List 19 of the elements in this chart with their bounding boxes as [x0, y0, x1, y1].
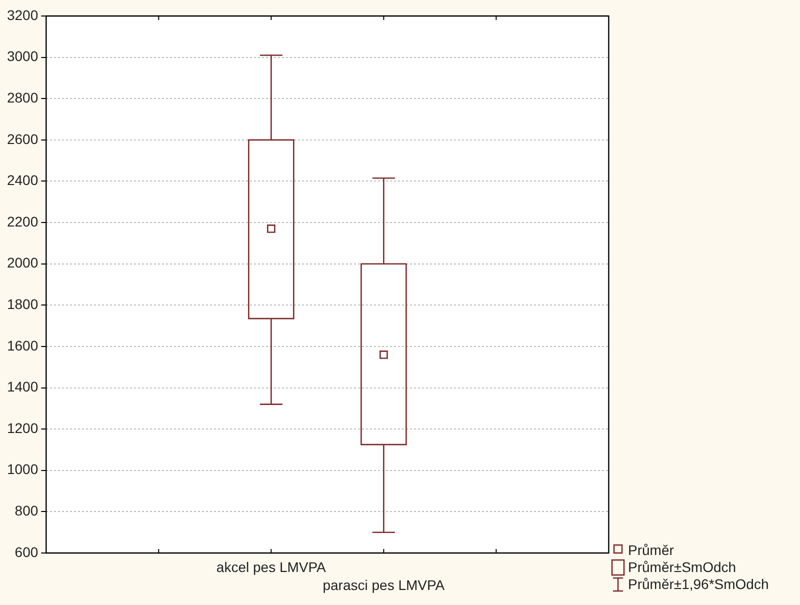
- y-tick-label: 600: [14, 544, 38, 560]
- x-tick-label: parasci pes LMVPA: [322, 576, 446, 593]
- y-tick-label: 1600: [6, 337, 38, 354]
- text: Průměr±SmOdch: [628, 559, 736, 576]
- y-tick-label: 1000: [6, 461, 38, 478]
- y-tick-label: 2000: [6, 254, 38, 271]
- y-tick-label: 800: [14, 502, 38, 519]
- y-tick-label: 1400: [6, 378, 38, 395]
- y-tick-label: 2600: [6, 130, 38, 147]
- text: Průměr: [628, 542, 674, 559]
- y-tick-label: 1800: [6, 296, 38, 312]
- y-tick-label: 2200: [6, 213, 38, 230]
- y-tick-label: 1200: [6, 420, 38, 436]
- y-tick-label: 3000: [6, 48, 38, 64]
- y-tick-label: 2400: [6, 172, 38, 188]
- x-tick-label: akcel pes LMVPA: [216, 558, 327, 575]
- text: Průměr±1,96*SmOdch: [628, 576, 769, 593]
- y-tick-label: 2800: [6, 89, 38, 106]
- y-tick-label: 3200: [6, 6, 38, 23]
